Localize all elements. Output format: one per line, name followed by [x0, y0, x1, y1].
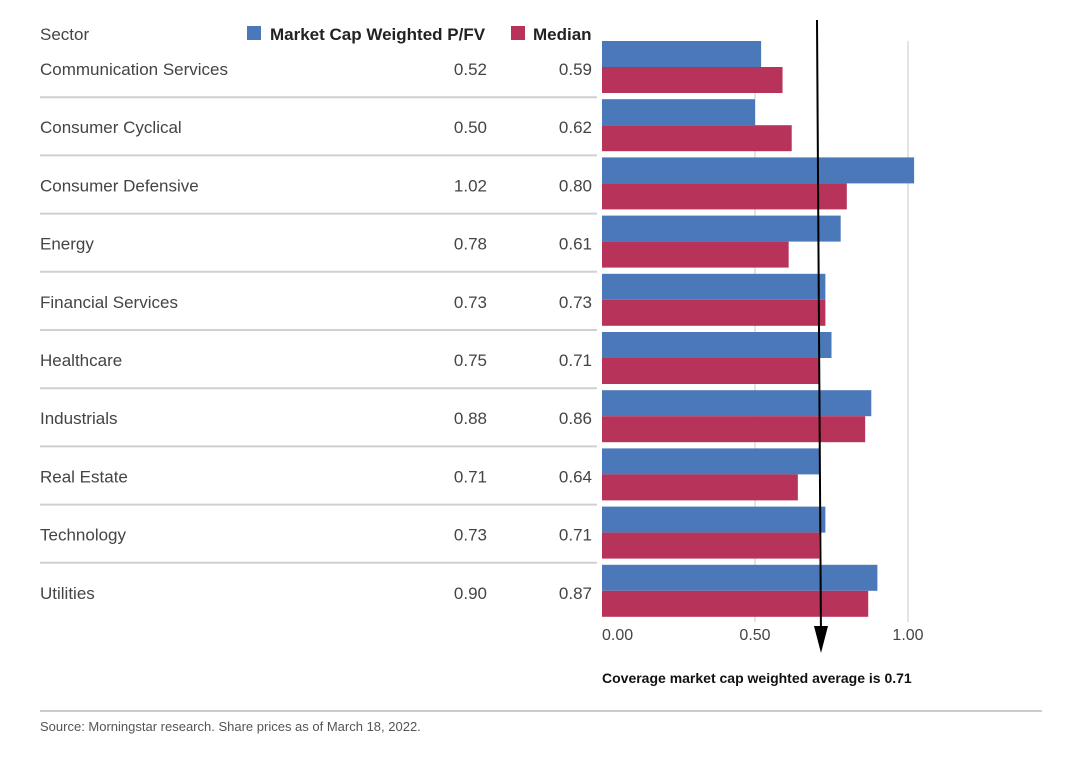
weighted-value-label: 0.50 — [454, 118, 487, 137]
sector-label: Communication Services — [40, 60, 228, 79]
weighted-value-label: 0.90 — [454, 584, 487, 603]
bar-median — [602, 590, 869, 617]
reference-arrow-line — [816, 19, 822, 641]
bar-median — [602, 416, 866, 443]
median-value-label: 0.86 — [559, 409, 592, 428]
weighted-value-label: 0.52 — [454, 60, 487, 79]
median-value-label: 0.71 — [559, 351, 592, 370]
legend-label-median: Median — [533, 25, 592, 44]
median-value-label: 0.62 — [559, 118, 592, 137]
bar-weighted — [602, 215, 841, 242]
median-value-label: 0.61 — [559, 235, 592, 254]
sector-label: Real Estate — [40, 467, 128, 486]
bar-median — [602, 474, 798, 501]
bar-weighted — [602, 157, 915, 184]
sector-label: Consumer Cyclical — [40, 118, 182, 137]
bar-median — [602, 532, 820, 559]
bar-median — [602, 358, 820, 384]
bars-layer — [602, 41, 915, 617]
x-axis: 0.00 0.50 1.00 — [602, 627, 924, 644]
legend-swatch-weighted — [247, 26, 261, 40]
bar-median — [602, 241, 789, 268]
x-tick-label: 1.00 — [892, 627, 923, 644]
weighted-value-label: 0.73 — [454, 526, 487, 545]
weighted-value-label: 0.78 — [454, 235, 487, 254]
sector-label: Technology — [40, 526, 127, 545]
legend-swatch-median — [511, 26, 525, 40]
bar-median — [602, 67, 783, 93]
weighted-value-label: 0.73 — [454, 293, 487, 312]
bar-weighted — [602, 448, 820, 475]
bar-weighted — [602, 273, 826, 300]
bar-median — [602, 299, 826, 326]
bar-weighted — [602, 41, 762, 67]
weighted-value-label: 0.88 — [454, 409, 487, 428]
legend: Market Cap Weighted P/FV Median — [247, 25, 592, 44]
x-tick-label: 0.50 — [739, 627, 770, 644]
column-header-sector: Sector — [40, 25, 89, 44]
reference-line: Coverage market cap weighted average is … — [602, 19, 912, 686]
bar-weighted — [602, 390, 872, 417]
sector-label: Healthcare — [40, 351, 122, 370]
median-value-label: 0.87 — [559, 584, 592, 603]
median-value-label: 0.80 — [559, 176, 592, 195]
median-value-label: 0.71 — [559, 526, 592, 545]
sector-label: Financial Services — [40, 293, 178, 312]
rows-layer: Communication Services 0.52 0.59 Consumer C… — [40, 60, 597, 603]
sector-label: Consumer Defensive — [40, 176, 199, 195]
reference-arrow-head — [814, 626, 828, 653]
bar-median — [602, 125, 792, 152]
weighted-value-label: 0.75 — [454, 351, 487, 370]
median-value-label: 0.73 — [559, 293, 592, 312]
weighted-value-label: 0.71 — [454, 467, 487, 486]
sector-label: Energy — [40, 235, 94, 254]
weighted-value-label: 1.02 — [454, 176, 487, 195]
bar-weighted — [602, 564, 878, 591]
x-tick-label: 0.00 — [602, 627, 633, 644]
sector-label: Utilities — [40, 584, 95, 603]
bar-weighted — [602, 506, 826, 533]
legend-label-weighted: Market Cap Weighted P/FV — [270, 25, 486, 44]
bar-weighted — [602, 99, 755, 126]
source-note: Source: Morningstar research. Share pric… — [40, 719, 421, 734]
bar-weighted — [602, 332, 832, 358]
median-value-label: 0.59 — [559, 60, 592, 79]
bar-median — [602, 183, 847, 210]
reference-annotation: Coverage market cap weighted average is … — [602, 670, 912, 686]
sector-label: Industrials — [40, 409, 117, 428]
median-value-label: 0.64 — [559, 467, 592, 486]
